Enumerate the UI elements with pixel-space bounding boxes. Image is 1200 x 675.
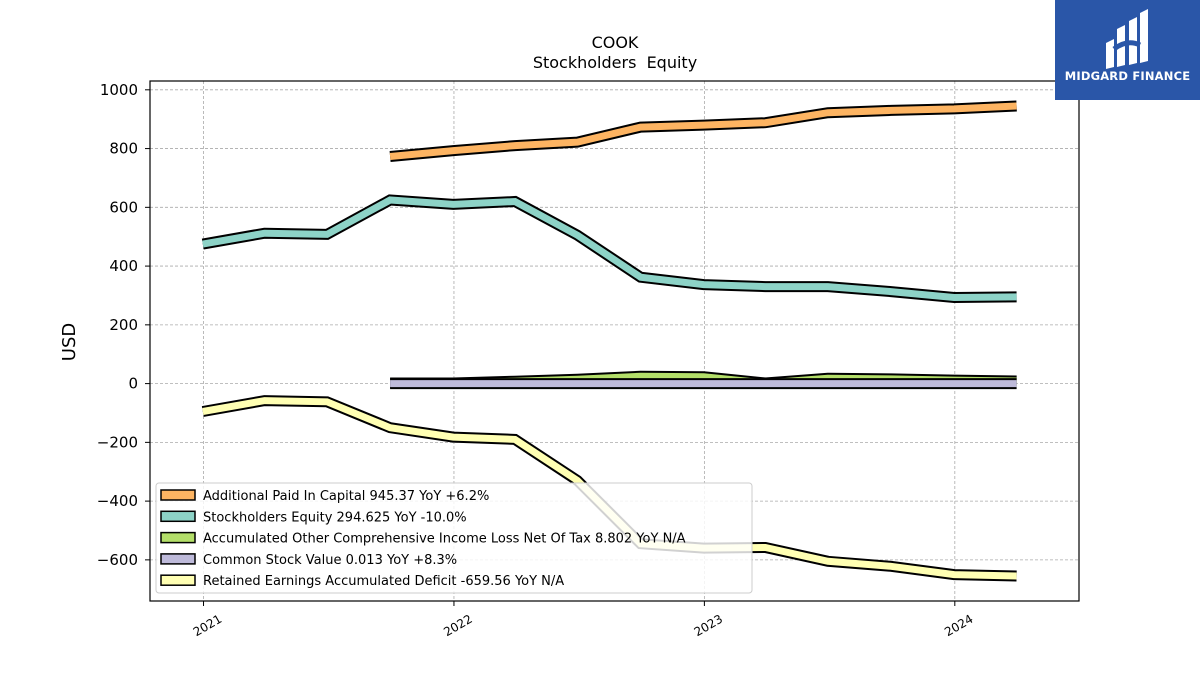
x-tick-label: 2024: [942, 612, 975, 639]
legend-item: Retained Earnings Accumulated Deficit -6…: [160, 574, 564, 589]
logo-mark-icon: [1106, 9, 1148, 69]
legend-label: Additional Paid In Capital 945.37 YoY +6…: [203, 489, 489, 504]
chart-title: COOK: [592, 33, 639, 52]
legend-item: Stockholders Equity 294.625 YoY -10.0%: [160, 510, 467, 525]
x-tick-label: 2023: [692, 612, 725, 639]
y-axis-label: USD: [59, 323, 80, 361]
y-tick-label: 0: [128, 375, 138, 393]
legend-label: Retained Earnings Accumulated Deficit -6…: [203, 574, 564, 589]
series-fill: [202, 196, 1017, 302]
plot-frame: [149, 80, 1080, 602]
legend-swatch: [160, 510, 196, 523]
x-axis-ticks: 2021 2022 2023 2024: [191, 601, 976, 639]
legend-label: Common Stock Value 0.013 YoY +8.3%: [203, 553, 457, 568]
x-tick-label: 2021: [191, 612, 224, 639]
y-tick-label: −400: [97, 492, 138, 510]
y-tick-label: −600: [97, 551, 138, 569]
legend-swatch: [160, 553, 196, 565]
y-axis-ticks: 1000 800 600 400 200 0 −200 −400 −600: [97, 81, 150, 569]
y-tick-label: −200: [97, 433, 138, 451]
x-tick-label: 2022: [441, 612, 474, 639]
chart-subtitle: Stockholders Equity: [533, 53, 697, 72]
legend-label: Accumulated Other Comprehensive Income L…: [203, 532, 686, 547]
legend-swatch: [160, 574, 196, 586]
series-line-1: [389, 100, 1017, 162]
legend-label: Stockholders Equity 294.625 YoY -10.0%: [203, 510, 467, 525]
y-tick-label: 200: [109, 316, 138, 334]
series-fill: [389, 102, 1017, 160]
legend-item: Additional Paid In Capital 945.37 YoY +6…: [160, 489, 489, 504]
legend-swatch: [160, 489, 196, 501]
legend-item: Accumulated Other Comprehensive Income L…: [160, 531, 686, 547]
legend-box: [155, 482, 753, 594]
grid: [150, 81, 1079, 601]
logo-text: MIDGARD FINANCE: [1064, 69, 1191, 83]
y-tick-label: 400: [109, 257, 138, 275]
y-tick-label: 1000: [100, 81, 138, 99]
legend-swatch: [160, 531, 196, 544]
series-outline: [201, 194, 1017, 304]
legend: Additional Paid In Capital 945.37 YoY +6…: [155, 482, 753, 594]
legend-item: Common Stock Value 0.013 YoY +8.3%: [160, 553, 457, 568]
y-tick-label: 600: [109, 198, 138, 216]
series-line-2: [201, 194, 1017, 304]
y-tick-label: 800: [109, 140, 138, 158]
brand-logo: MIDGARD FINANCE: [1055, 0, 1200, 100]
